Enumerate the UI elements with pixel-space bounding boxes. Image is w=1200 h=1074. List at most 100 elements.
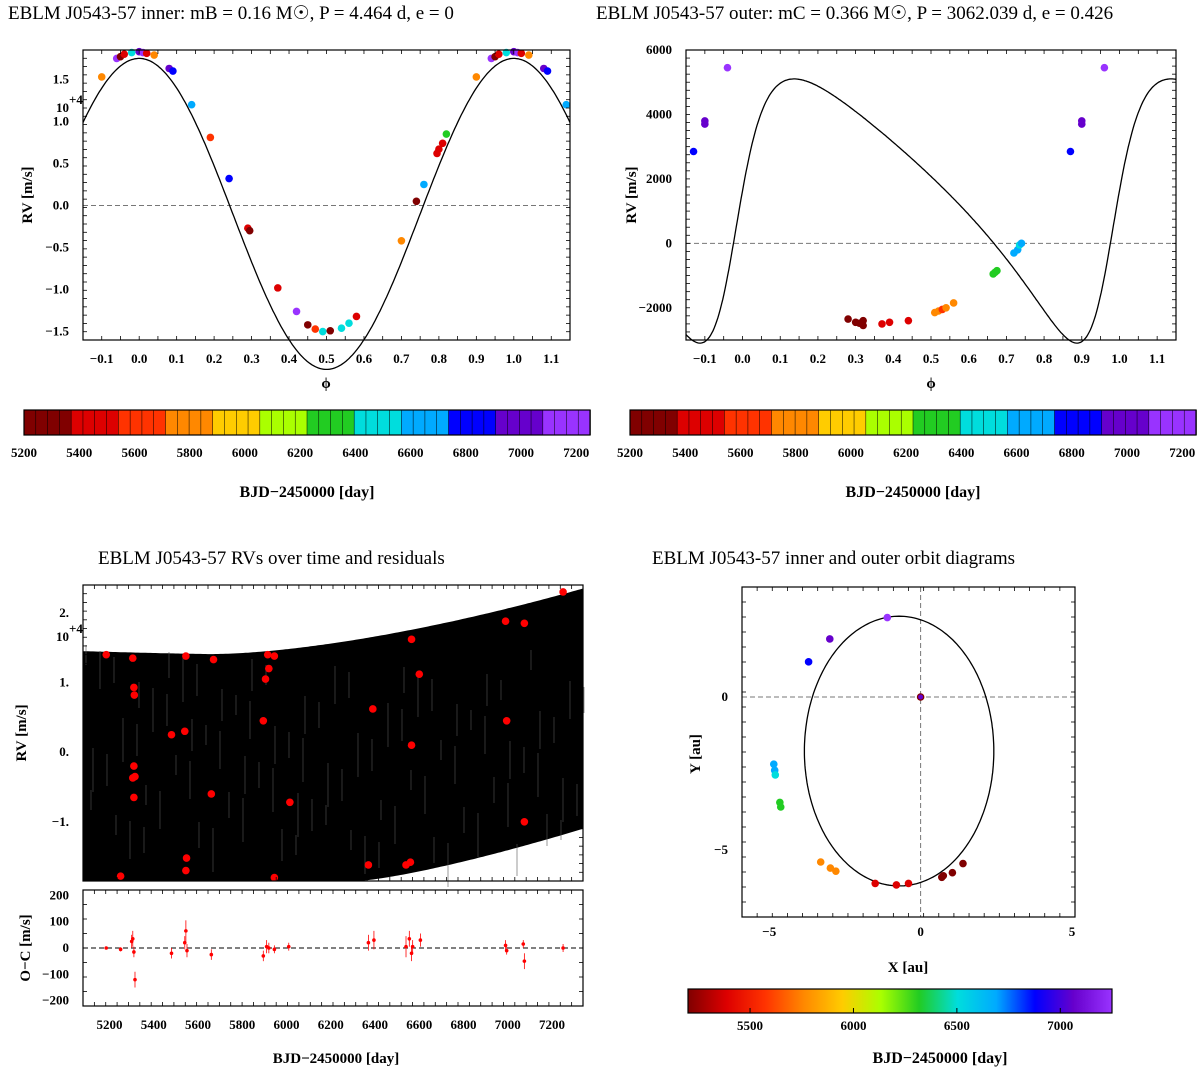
colorbar-frame	[629, 409, 1197, 436]
data-point	[337, 324, 346, 333]
y-axis-label: Y [au]	[688, 734, 704, 774]
tick-label: 0.1	[772, 351, 788, 366]
panel2-frame	[685, 49, 1177, 341]
colorbar-cell	[542, 409, 556, 436]
data-point	[265, 664, 273, 673]
x-axis-label: ϕ	[321, 376, 330, 392]
data-point	[701, 117, 709, 125]
y-multiplier: 10	[56, 629, 69, 644]
tick-label: −2000	[639, 300, 672, 315]
colorbar-cell	[530, 409, 544, 436]
data-point	[128, 774, 137, 782]
data-point	[225, 174, 233, 183]
data-point	[120, 50, 129, 59]
residual-point	[521, 942, 526, 946]
colorbar-tick-label: 7000	[1047, 1018, 1073, 1033]
colorbar-cell	[424, 409, 438, 436]
data-point	[150, 51, 158, 59]
colorbar-cell	[629, 409, 643, 436]
colorbar-cell	[177, 409, 190, 436]
data-point	[187, 100, 196, 109]
colorbar-tick-label: 6600	[1004, 445, 1030, 460]
y-axis-label: O−C [m/s]	[18, 914, 34, 981]
colorbar-cell	[283, 409, 296, 436]
data-point	[127, 48, 136, 57]
residual-point	[104, 946, 109, 950]
tick-label: 6000	[646, 42, 672, 57]
panel1-frame	[82, 49, 571, 341]
residual-point	[366, 940, 371, 945]
colorbar-cell	[783, 409, 796, 436]
colorbar-tick-label: 6500	[944, 1018, 970, 1033]
colorbar-cell	[35, 409, 49, 436]
data-point	[326, 326, 335, 335]
colorbar-cell	[877, 409, 891, 436]
tick-label: 0.5	[53, 155, 70, 170]
model-curve	[685, 78, 1177, 344]
colorbar-tick-label: 5400	[66, 445, 92, 460]
data-point	[502, 48, 511, 57]
data-point	[352, 312, 361, 321]
data-point	[207, 790, 216, 798]
colorbar-cell	[1042, 409, 1056, 436]
data-point	[180, 727, 189, 736]
tick-label: 0	[917, 924, 924, 939]
tick-label: −100	[42, 966, 69, 981]
colorbar-cell	[377, 409, 391, 436]
colorbar-cell	[983, 409, 997, 436]
colorbar-cell	[1125, 409, 1138, 436]
outer-orbit	[803, 615, 995, 887]
data-point	[502, 717, 511, 725]
residual-point	[261, 954, 266, 958]
tick-label: 1.	[59, 675, 69, 690]
colorbar-cell	[412, 409, 426, 436]
colorbar-cell	[853, 409, 867, 436]
rv-model-envelope	[83, 588, 583, 881]
y-axis-label: RV [m/s]	[624, 166, 640, 223]
tick-label: 0.4	[885, 351, 902, 366]
residual-point	[272, 947, 277, 952]
data-point	[939, 871, 948, 880]
tick-label: 6400	[362, 1017, 388, 1032]
colorbar-tick-label: 6200	[287, 445, 313, 460]
tick-label: 0.0	[734, 351, 750, 366]
colorbar-tick-label: 5200	[11, 445, 37, 460]
colorbar-cell	[1030, 409, 1044, 436]
colorbar-cell	[342, 409, 355, 436]
colorbar-cell	[460, 409, 473, 436]
colorbar-cell	[1148, 409, 1162, 436]
colorbar-cell	[471, 409, 485, 436]
tick-label: −1.5	[45, 324, 69, 339]
colorbar-tick-label: 6400	[948, 445, 974, 460]
data-point	[543, 67, 552, 75]
colorbar-cell	[188, 409, 202, 436]
colorbar-tick-label: 5200	[617, 445, 643, 460]
data-point	[259, 717, 268, 725]
colorbar-cell	[47, 409, 61, 436]
residual-point	[118, 947, 123, 952]
data-point	[142, 49, 151, 58]
tick-label: 6600	[406, 1017, 432, 1032]
colorbar-cell	[1007, 409, 1020, 436]
tick-label: 0.9	[468, 351, 485, 366]
data-point	[420, 180, 428, 189]
data-point	[885, 318, 894, 327]
data-point	[1100, 63, 1109, 72]
data-point	[311, 325, 320, 333]
data-point	[292, 307, 301, 316]
tick-label: 0.2	[810, 351, 826, 366]
data-point	[472, 73, 481, 81]
data-point	[883, 613, 892, 622]
data-point	[517, 49, 526, 58]
colorbar-tick-label: 6000	[232, 445, 258, 460]
data-point	[949, 299, 958, 307]
x-axis-label: ϕ	[926, 376, 935, 392]
data-point	[270, 652, 279, 660]
colorbar-cell	[912, 409, 926, 436]
x-axis-label: X [au]	[888, 960, 928, 976]
data-point	[130, 691, 139, 699]
data-point	[345, 319, 353, 327]
data-point	[102, 650, 111, 659]
data-point	[559, 588, 567, 596]
colorbar-tick-label: 5800	[783, 445, 809, 460]
